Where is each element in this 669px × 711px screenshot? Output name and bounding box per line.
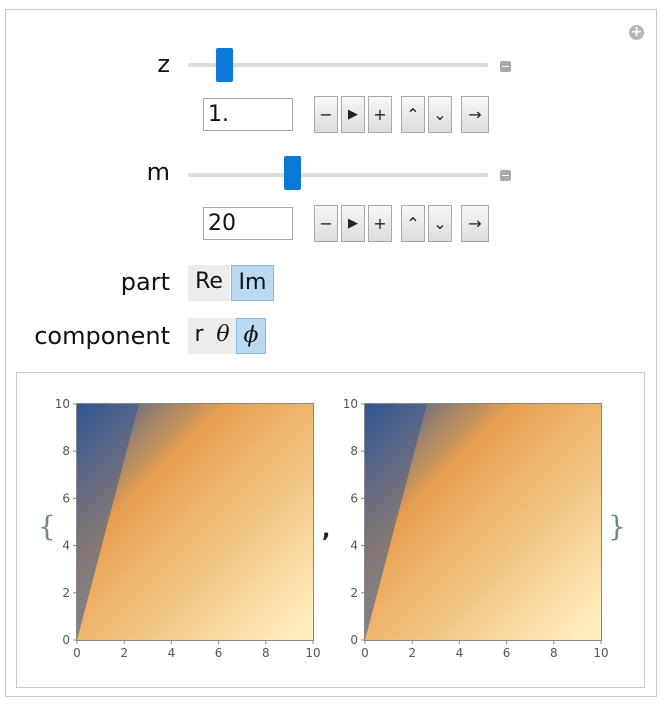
x-tick-label: 2 bbox=[408, 646, 416, 660]
part-option-re[interactable]: Re bbox=[188, 265, 230, 301]
x-tick-label: 8 bbox=[550, 646, 558, 660]
z-label: z bbox=[157, 50, 170, 78]
m-increment-button[interactable]: + bbox=[368, 205, 392, 242]
m-play-button[interactable]: ▶ bbox=[341, 205, 365, 242]
x-tick-label: 8 bbox=[262, 646, 270, 660]
y-tick-label: 2 bbox=[62, 586, 70, 600]
z-faster-button[interactable]: ⌃ bbox=[401, 96, 425, 133]
x-tick-label: 2 bbox=[120, 646, 128, 660]
add-icon[interactable]: + bbox=[629, 24, 644, 40]
y-tick-label: 4 bbox=[62, 539, 70, 553]
x-tick-label: 6 bbox=[503, 646, 511, 660]
z-play-button[interactable]: ▶ bbox=[341, 96, 365, 133]
m-faster-button[interactable]: ⌃ bbox=[401, 205, 425, 242]
x-tick-label: 0 bbox=[73, 646, 81, 660]
m-collapse-icon[interactable] bbox=[500, 170, 511, 181]
density-wedge bbox=[365, 404, 427, 640]
y-tick-label: 6 bbox=[350, 491, 358, 505]
component-label: component bbox=[34, 322, 170, 350]
m-slider-thumb[interactable] bbox=[284, 156, 302, 190]
component-option-r[interactable]: r bbox=[188, 318, 210, 354]
m-decrement-button[interactable]: − bbox=[314, 205, 338, 242]
plot-frame bbox=[364, 403, 602, 641]
z-direction-button[interactable]: → bbox=[461, 96, 489, 133]
y-tick-label: 6 bbox=[62, 491, 70, 505]
m-label: m bbox=[146, 158, 170, 186]
x-tick-label: 10 bbox=[593, 646, 608, 660]
x-tick-label: 6 bbox=[215, 646, 223, 660]
component-option-phi[interactable]: ϕ bbox=[236, 318, 266, 354]
y-tick-label: 4 bbox=[350, 539, 358, 553]
x-tick-label: 4 bbox=[168, 646, 176, 660]
z-decrement-button[interactable]: − bbox=[314, 96, 338, 133]
component-option-theta[interactable]: θ bbox=[210, 318, 236, 354]
close-brace: } bbox=[608, 510, 626, 543]
z-slider-thumb[interactable] bbox=[216, 48, 234, 82]
open-brace: { bbox=[38, 510, 56, 543]
y-tick-label: 0 bbox=[350, 633, 358, 647]
density-plot-2: 0 2 4 6 8 10 0 2 4 6 8 10 bbox=[343, 397, 609, 660]
density-plot-1: 0 2 4 6 8 10 0 2 4 6 8 10 bbox=[55, 397, 321, 660]
x-tick-label: 10 bbox=[305, 646, 320, 660]
y-tick-label: 8 bbox=[62, 444, 70, 458]
density-wedge bbox=[77, 404, 139, 640]
y-tick-label: 8 bbox=[350, 444, 358, 458]
m-direction-button[interactable]: → bbox=[461, 205, 489, 242]
z-collapse-icon[interactable] bbox=[500, 61, 511, 72]
y-tick-label: 2 bbox=[350, 586, 358, 600]
m-value-input[interactable] bbox=[203, 207, 293, 240]
y-tick-label: 10 bbox=[343, 397, 358, 411]
z-slider-track[interactable] bbox=[188, 63, 488, 67]
y-tick-label: 0 bbox=[62, 633, 70, 647]
z-increment-button[interactable]: + bbox=[368, 96, 392, 133]
list-separator: , bbox=[322, 518, 331, 543]
part-option-im[interactable]: Im bbox=[231, 265, 274, 301]
plot-frame bbox=[76, 403, 314, 641]
m-slider-track[interactable] bbox=[188, 173, 488, 177]
part-label: part bbox=[120, 268, 170, 296]
x-tick-label: 4 bbox=[456, 646, 464, 660]
y-tick-label: 10 bbox=[55, 397, 70, 411]
z-slower-button[interactable]: ⌄ bbox=[428, 96, 452, 133]
x-tick-label: 0 bbox=[361, 646, 369, 660]
m-slower-button[interactable]: ⌄ bbox=[428, 205, 452, 242]
z-value-input[interactable] bbox=[203, 98, 293, 131]
